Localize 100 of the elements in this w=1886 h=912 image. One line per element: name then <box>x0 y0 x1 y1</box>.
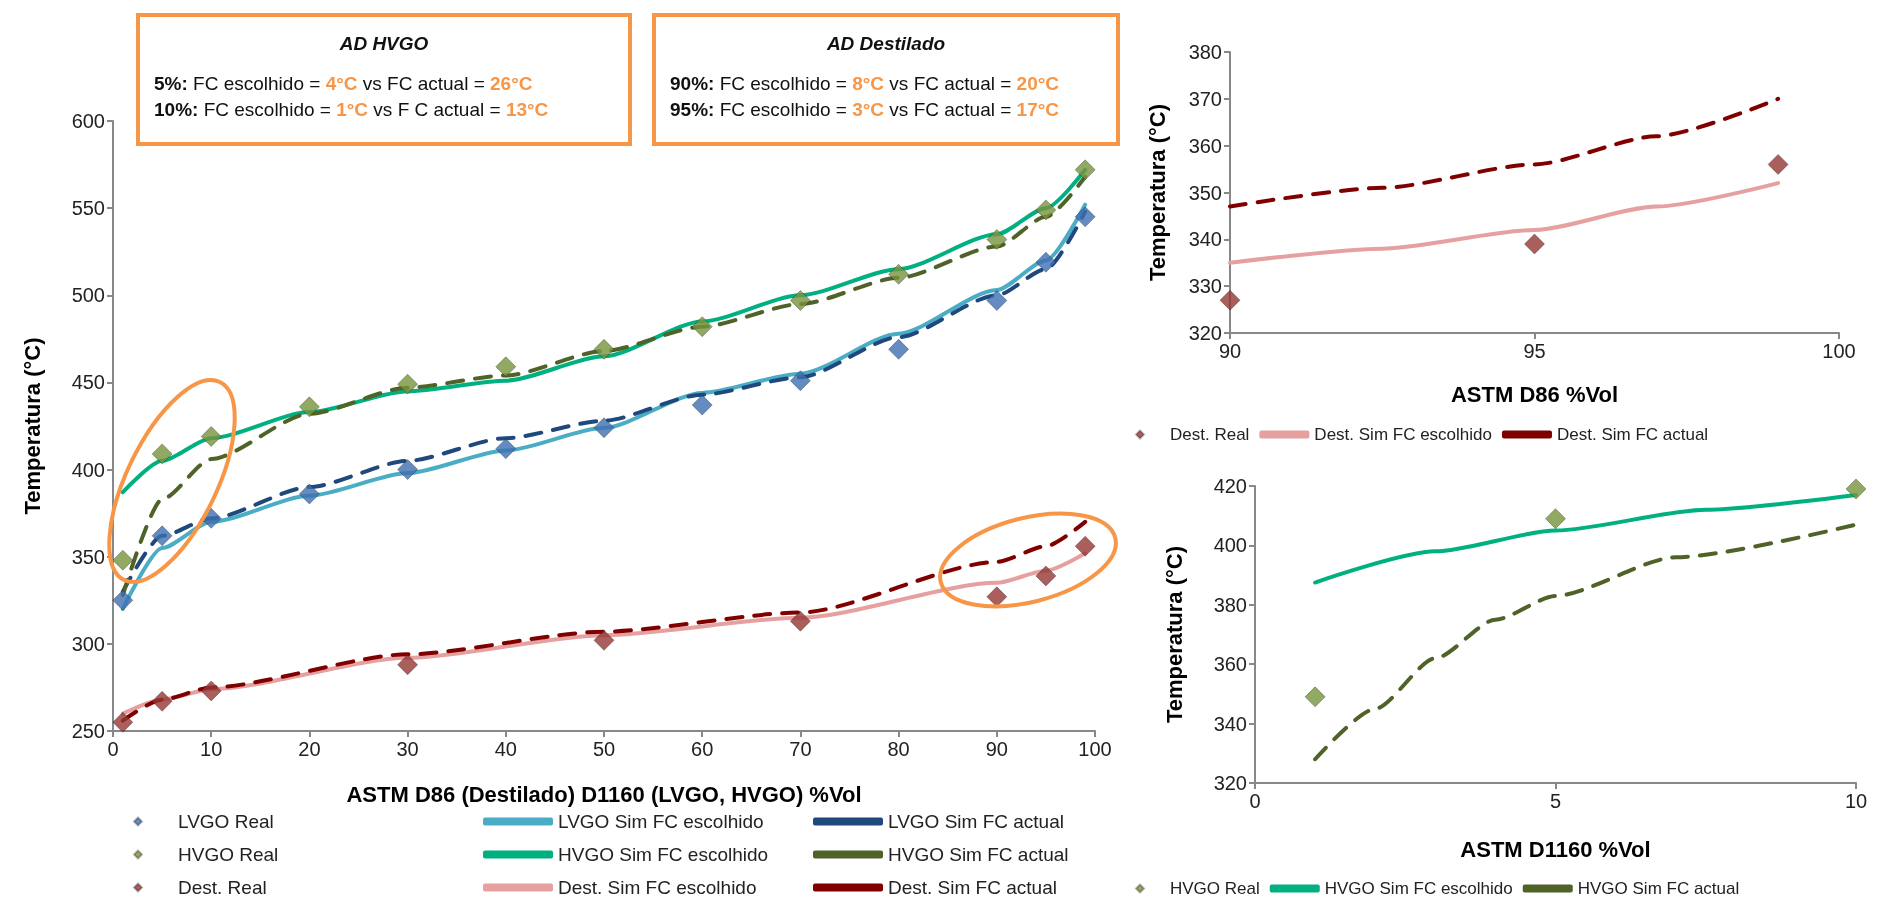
point <box>200 425 222 447</box>
point <box>112 549 134 571</box>
x-tick-label: 30 <box>396 738 419 760</box>
point <box>986 229 1008 251</box>
x-tick-label: 0 <box>1249 790 1261 812</box>
y-tick-label: 380 <box>1213 593 1247 616</box>
point <box>151 443 173 465</box>
point <box>1074 535 1096 557</box>
x-tick-label: 100 <box>1822 340 1856 362</box>
point <box>1545 508 1566 530</box>
point <box>495 438 517 460</box>
y-tick-label: 550 <box>71 197 105 220</box>
legend-label: LVGO Real <box>178 811 274 832</box>
y-tick-label: 350 <box>71 545 105 568</box>
point <box>789 370 811 392</box>
legend-label: Dest. Real <box>178 877 267 898</box>
x-axis-title: ASTM D86 (Destilado) D1160 (LVGO, HVGO) %Vol <box>346 781 862 807</box>
point <box>397 373 419 395</box>
point <box>495 356 517 378</box>
y-tick-label: 320 <box>1213 772 1247 794</box>
point <box>691 316 713 338</box>
point <box>888 338 910 360</box>
y-axis-title: Temperatura (°C) <box>19 337 45 515</box>
legend-label: Dest. Sim FC escolhido <box>1314 425 1492 444</box>
legend-label: LVGO Sim FC actual <box>888 811 1064 832</box>
point <box>1074 159 1096 181</box>
y-tick-label: 370 <box>1188 87 1222 110</box>
x-tick-label: 100 <box>1078 738 1112 760</box>
point <box>593 338 615 360</box>
point <box>1767 153 1789 175</box>
point <box>789 610 811 632</box>
point <box>593 629 615 651</box>
line-series <box>1228 181 1781 265</box>
legend-label: Dest. Sim FC actual <box>888 877 1057 898</box>
point <box>1035 565 1057 587</box>
legend-label: Dest. Sim FC escolhido <box>558 877 757 898</box>
point <box>789 290 811 312</box>
y-tick-label: 360 <box>1213 653 1247 676</box>
x-tick-label: 5 <box>1549 790 1562 812</box>
y-tick-label: 400 <box>71 458 105 481</box>
x-tick-label: 80 <box>887 738 910 760</box>
legend-label: LVGO Sim FC escolhido <box>558 811 764 832</box>
point <box>298 396 320 418</box>
y-tick-label: 420 <box>1213 475 1247 497</box>
x-tick-label: 10 <box>1844 790 1868 812</box>
x-tick-label: 10 <box>200 738 223 760</box>
legend-label: HVGO Sim FC actual <box>888 844 1069 865</box>
line-series <box>1228 96 1781 209</box>
x-tick-label: 95 <box>1523 340 1546 362</box>
point <box>397 459 419 481</box>
point <box>1035 251 1057 273</box>
legend-label: HVGO Sim FC actual <box>1577 879 1740 898</box>
point <box>888 263 910 285</box>
x-tick-label: 50 <box>592 738 616 760</box>
text: AD HVGO 5%: FC escolhido = 4°C vs FC actual = 26°C 10%: FC escolhido = 1°C vs F C actual = 13°C <box>154 33 549 120</box>
point <box>112 711 134 733</box>
x-axis-title: ASTM D86 %Vol <box>1450 381 1619 407</box>
point <box>593 417 615 439</box>
point <box>1035 199 1057 221</box>
x-tick-label: 90 <box>985 738 1008 760</box>
point <box>200 680 222 702</box>
point <box>1845 478 1867 500</box>
point <box>691 394 713 416</box>
y-tick-label: 340 <box>1188 228 1222 251</box>
point <box>1524 233 1545 255</box>
y-axis-title: Temperatura (°C) <box>1161 545 1187 724</box>
x-tick-label: 0 <box>107 738 119 760</box>
point <box>151 690 173 712</box>
x-tick-label: 40 <box>494 738 517 760</box>
text: AD Destilado 90%: FC escolhido = 8°C vs FC actual = 20°C 95%: FC escolhido = 3°C vs FC actual = 17°C <box>670 33 1060 120</box>
legend-label: HVGO Sim FC escolhido <box>1324 879 1513 898</box>
x-axis-title: ASTM D1160 %Vol <box>1460 836 1651 862</box>
y-tick-label: 300 <box>71 632 105 655</box>
point <box>1074 206 1096 228</box>
y-tick-label: 330 <box>1188 275 1222 298</box>
legend-label: Dest. Real <box>1170 425 1250 444</box>
point <box>151 525 173 547</box>
y-tick-label: 600 <box>71 110 105 132</box>
line-series <box>1313 522 1858 762</box>
y-tick-label: 360 <box>1188 134 1222 157</box>
legend-label: HVGO Real <box>178 844 279 865</box>
y-axis-title: Temperatura (°C) <box>1144 103 1170 282</box>
y-tick-label: 380 <box>1188 41 1222 63</box>
legend-label: HVGO Sim FC escolhido <box>558 844 769 865</box>
x-tick-label: 20 <box>298 738 321 760</box>
point <box>112 589 134 611</box>
y-tick-label: 350 <box>1188 181 1222 204</box>
point <box>397 654 419 676</box>
point <box>1219 289 1241 311</box>
legend-label: HVGO Real <box>1170 879 1260 898</box>
y-tick-label: 500 <box>71 284 105 307</box>
y-tick-label: 450 <box>71 371 105 394</box>
point <box>298 483 320 505</box>
x-tick-label: 60 <box>691 738 714 760</box>
y-tick-label: 250 <box>71 720 105 742</box>
point <box>1304 686 1326 708</box>
x-tick-label: 70 <box>789 738 812 760</box>
point <box>986 290 1008 312</box>
y-tick-label: 400 <box>1213 534 1247 557</box>
y-tick-label: 340 <box>1213 712 1247 735</box>
